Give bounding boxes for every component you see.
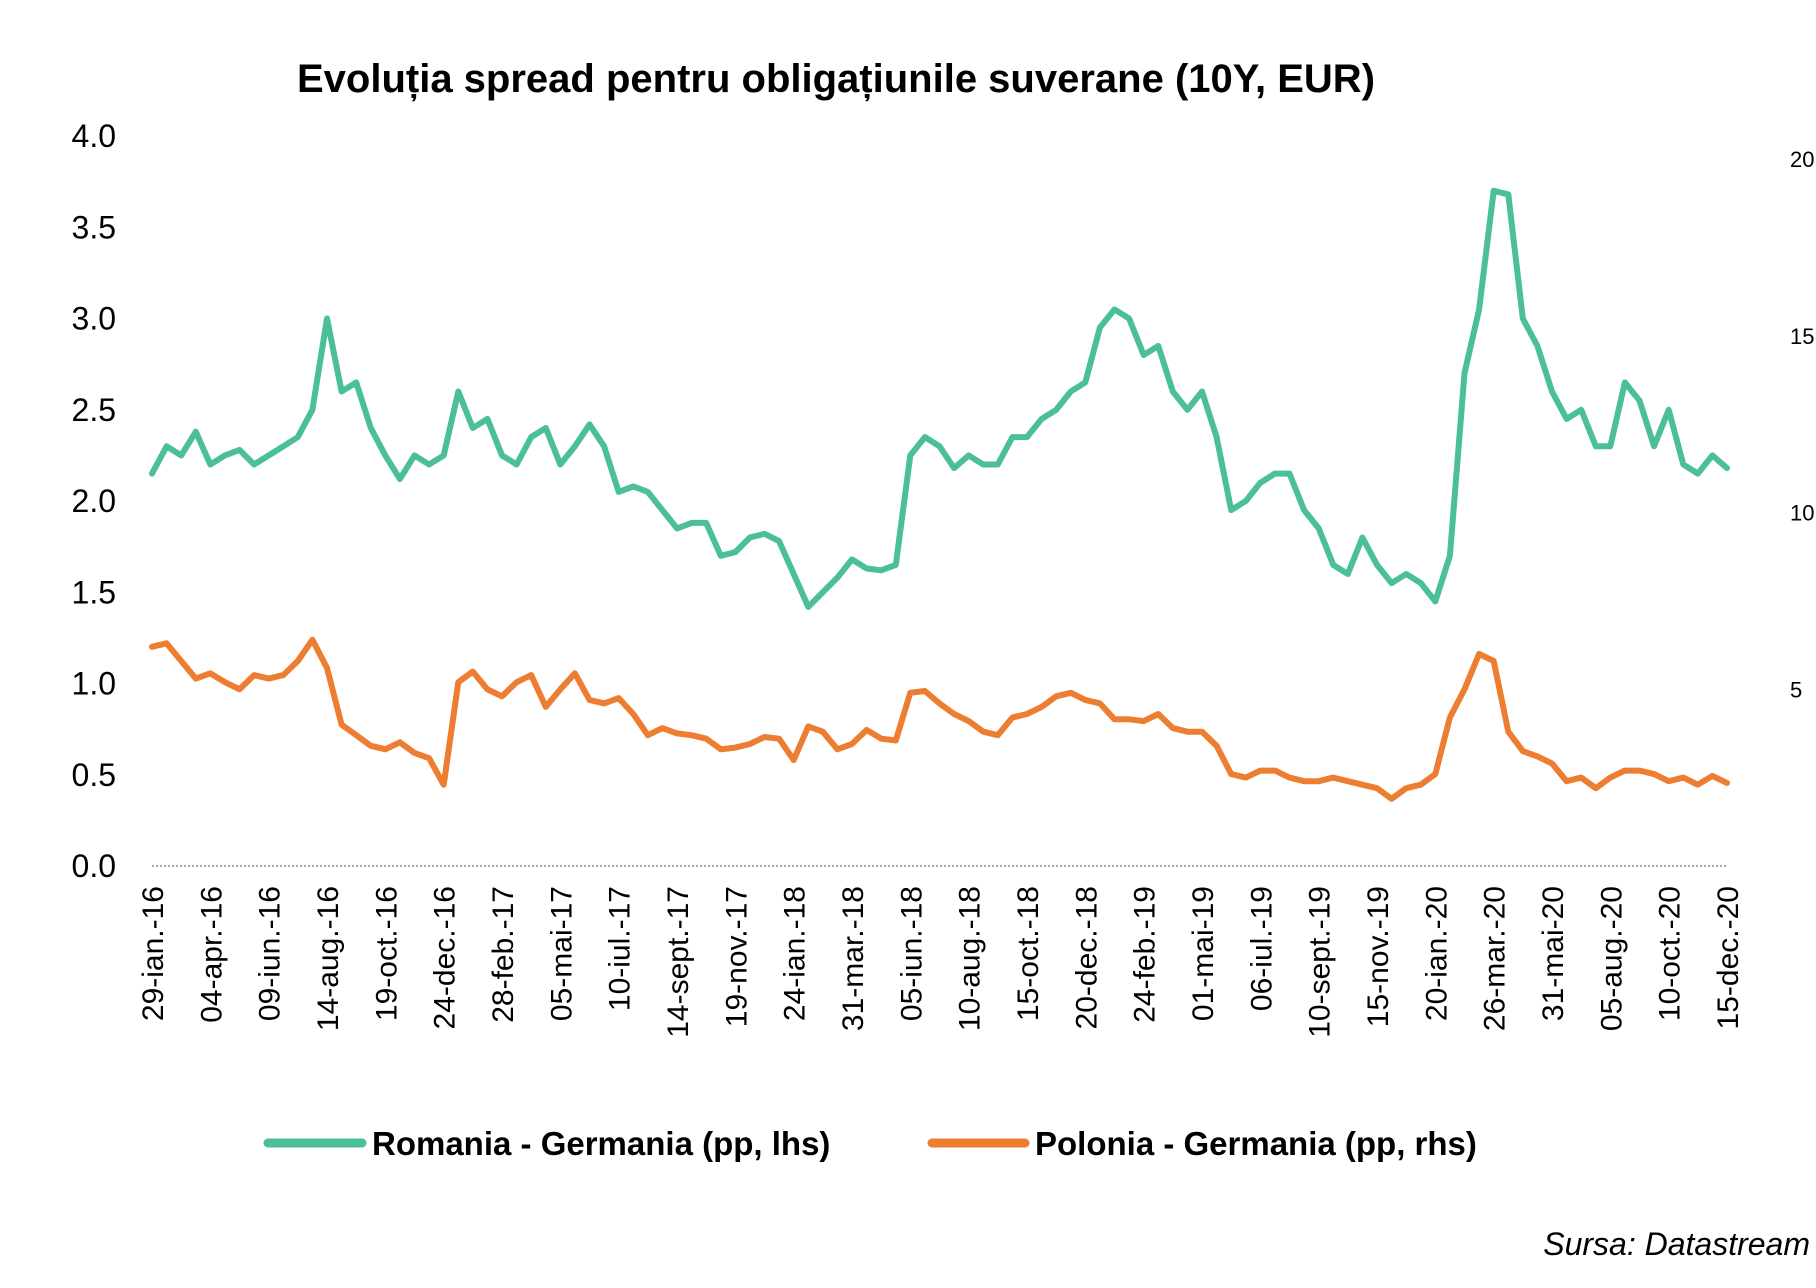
- y-tick-left: 3.0: [72, 301, 116, 337]
- source-note: Sursa: Datastream: [1543, 1226, 1810, 1262]
- x-tick-label: 24-ian.-18: [779, 886, 812, 1021]
- x-axis: 29-ian.-16 04-apr.-16 09-iun.-16 14-aug.-16…: [137, 886, 1745, 1038]
- x-tick-label: 24-feb.-19: [1129, 886, 1162, 1023]
- x-tick-label: 06-iul.-19: [1245, 886, 1278, 1011]
- x-tick-label: 04-apr.-16: [195, 886, 228, 1023]
- y-tick-left: 0.5: [72, 757, 116, 793]
- x-tick-label: 10-iul.-17: [604, 886, 637, 1011]
- x-tick-label: 14-sept.-17: [662, 886, 695, 1038]
- x-tick-label: 14-aug.-16: [312, 886, 345, 1031]
- series-line-romania-germania: [149, 187, 1730, 610]
- x-tick-label: 28-feb.-17: [487, 886, 520, 1023]
- y-tick-left: 3.5: [72, 209, 116, 245]
- y-tick-left: 2.5: [72, 392, 116, 428]
- y-tick-right: 10: [1790, 501, 1814, 526]
- legend-label-polonia: Polonia - Germania (pp, rhs): [1035, 1125, 1477, 1162]
- y-tick-right: 20: [1790, 147, 1814, 172]
- legend: Romania - Germania (pp, lhs) Polonia - G…: [263, 1125, 1477, 1162]
- x-tick-label: 31-mai-20: [1537, 886, 1570, 1021]
- x-tick-label: 19-nov.-17: [720, 886, 753, 1027]
- x-tick-label: 10-aug.-18: [954, 886, 987, 1031]
- x-tick-label: 15-nov.-19: [1362, 886, 1395, 1027]
- y-tick-left: 2.0: [72, 483, 116, 519]
- y-tick-left: 1.5: [72, 574, 116, 610]
- y-tick-right: 15: [1790, 324, 1814, 349]
- x-tick-label: 31-mar.-18: [837, 886, 870, 1031]
- y-axis-left: 0.0 0.5 1.0 1.5 2.0 2.5 3.0 3.5 4.0: [72, 118, 116, 884]
- y-tick-left: 1.0: [72, 666, 116, 702]
- series-line-polonia-germania: [149, 636, 1730, 802]
- x-tick-label: 20-ian.-20: [1420, 886, 1453, 1021]
- x-tick-label: 29-ian.-16: [137, 886, 170, 1021]
- x-tick-label: 26-mar.-20: [1479, 886, 1512, 1031]
- x-tick-label: 05-iun.-18: [895, 886, 928, 1021]
- chart-title: Evoluția spread pentru obligațiunile suv…: [297, 57, 1375, 101]
- y-tick-right: 5: [1790, 677, 1802, 702]
- x-tick-label: 24-dec.-16: [429, 886, 462, 1029]
- y-tick-left: 0.0: [72, 848, 116, 884]
- x-tick-label: 05-mai-17: [545, 886, 578, 1021]
- y-axis-right: 5 10 15 20: [1790, 147, 1814, 702]
- x-tick-label: 10-oct.-20: [1654, 886, 1687, 1021]
- x-tick-label: 05-aug.-20: [1595, 886, 1628, 1031]
- x-tick-label: 15-oct.-18: [1012, 886, 1045, 1021]
- x-tick-label: 15-dec.-20: [1712, 886, 1745, 1029]
- legend-label-romania: Romania - Germania (pp, lhs): [372, 1125, 830, 1162]
- x-tick-label: 10-sept.-19: [1304, 886, 1337, 1038]
- series-group: [149, 187, 1730, 802]
- x-tick-label: 20-dec.-18: [1070, 886, 1103, 1029]
- y-tick-left: 4.0: [72, 118, 116, 154]
- x-tick-label: 01-mai-19: [1187, 886, 1220, 1021]
- x-tick-label: 19-oct.-16: [370, 886, 403, 1021]
- x-tick-label: 09-iun.-16: [254, 886, 287, 1021]
